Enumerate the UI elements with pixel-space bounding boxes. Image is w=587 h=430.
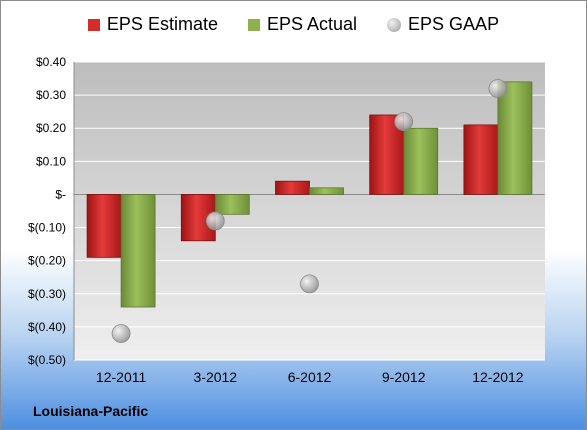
bar-eps-estimate: [275, 180, 310, 195]
bar-eps-actual: [497, 81, 533, 195]
y-tick-label: $0.40: [36, 55, 66, 69]
y-tick-label: $0.10: [36, 154, 66, 168]
bar-eps-estimate: [463, 124, 499, 195]
y-tick-label: $0.30: [36, 88, 66, 102]
x-tick-label: 6-2012: [288, 369, 332, 385]
x-tick-label: 9-2012: [382, 369, 426, 385]
y-tick-label: $(0.40): [28, 320, 66, 334]
bars: [86, 81, 533, 308]
x-tick-label: 12-2012: [472, 369, 524, 385]
bar-eps-actual: [120, 194, 156, 308]
point-eps-gaap: [111, 324, 131, 343]
legend-swatch-eps-actual: [247, 18, 260, 31]
x-axis: 12-2011 3-2012 6-2012 9-2012 12-2012: [96, 369, 524, 385]
y-tick-label: $(0.20): [28, 254, 66, 268]
x-tick-label: 12-2011: [96, 369, 147, 385]
point-eps-gaap: [205, 211, 225, 231]
legend-label-eps-actual: EPS Actual: [266, 14, 358, 34]
bar-eps-estimate: [86, 194, 122, 258]
y-tick-label: $(0.30): [28, 287, 66, 301]
legend-item-eps-actual: EPS Actual: [247, 14, 358, 35]
legend-label-eps-gaap: EPS GAAP: [408, 14, 500, 34]
legend: EPS Estimate EPS Actual EPS GAAP: [0, 14, 587, 35]
company-name: Louisiana-Pacific: [33, 403, 149, 419]
bar-eps-actual: [214, 194, 250, 215]
legend-item-eps-estimate: EPS Estimate: [87, 14, 218, 35]
y-tick-label: $(0.50): [28, 353, 66, 367]
y-tick-label: $-: [55, 187, 66, 201]
legend-swatch-eps-estimate: [87, 18, 100, 31]
legend-swatch-eps-gaap: [387, 17, 402, 32]
point-eps-gaap: [300, 274, 319, 294]
y-axis: $0.40 $0.30 $0.20 $0.10 $- $(0.10) $(0.20) $(0.…: [28, 55, 75, 367]
bar-eps-actual: [309, 187, 344, 195]
gaap-points: [111, 79, 508, 343]
point-eps-gaap: [394, 112, 414, 131]
point-eps-gaap: [488, 79, 508, 98]
legend-label-eps-estimate: EPS Estimate: [106, 14, 218, 34]
x-tick-label: 3-2012: [194, 369, 238, 385]
y-tick-label: $(0.10): [28, 221, 66, 235]
bar-eps-actual: [403, 127, 439, 195]
y-tick-label: $0.20: [36, 121, 66, 135]
legend-item-eps-gaap: EPS GAAP: [387, 14, 499, 35]
